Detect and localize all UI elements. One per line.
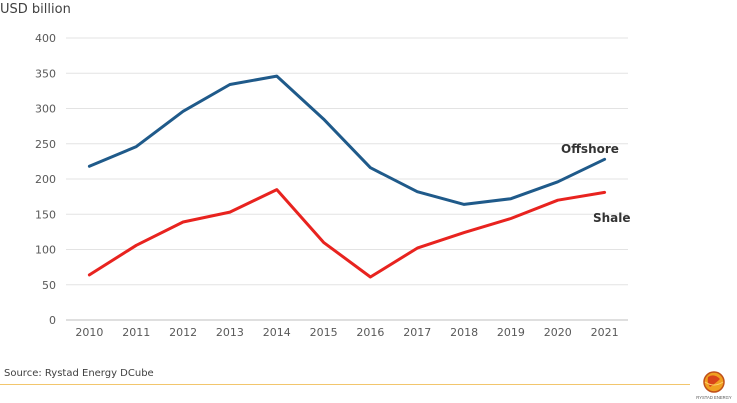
rystad-logo: RYSTAD ENERGY	[696, 371, 732, 400]
y-axis: 0 50 100 150 200 250 300 350 400	[35, 32, 56, 327]
logo-text: RYSTAD ENERGY	[696, 395, 732, 400]
series-line-shale	[87, 188, 607, 279]
rystad-globe-icon	[703, 371, 725, 393]
series-label-shale: Shale	[593, 211, 631, 225]
gridlines	[66, 37, 628, 321]
footer-divider	[0, 384, 690, 385]
y-tick-label: 150	[35, 208, 56, 221]
series-line-offshore	[87, 74, 607, 206]
x-tick-label: 2018	[450, 326, 478, 339]
x-tick-label: 2017	[403, 326, 431, 339]
y-tick-label: 250	[35, 138, 56, 151]
y-tick-label: 100	[35, 244, 56, 257]
x-axis: 2010 2011 2012 2013 2014 2015 2016 2017 2018 2019…	[75, 326, 618, 339]
x-tick-label: 2014	[263, 326, 291, 339]
y-tick-label: 400	[35, 32, 56, 45]
x-tick-label: 2019	[497, 326, 525, 339]
x-tick-label: 2016	[356, 326, 384, 339]
y-tick-label: 300	[35, 103, 56, 116]
x-tick-label: 2012	[169, 326, 197, 339]
x-tick-label: 2020	[544, 326, 572, 339]
line-chart: USD billion 0 50 100 150 200 250 300 350 400 201…	[0, 2, 631, 339]
x-tick-label: 2010	[75, 326, 103, 339]
y-tick-label: 0	[49, 314, 56, 327]
source-note: Source: Rystad Energy DCube	[4, 368, 154, 379]
x-tick-label: 2011	[122, 326, 150, 339]
y-tick-label: 50	[42, 279, 56, 292]
y-tick-label: 200	[35, 173, 56, 186]
series-lines	[87, 74, 607, 279]
unit-label: USD billion	[0, 2, 71, 17]
x-tick-label: 2021	[591, 326, 619, 339]
y-tick-label: 350	[35, 67, 56, 80]
series-label-offshore: Offshore	[561, 142, 619, 156]
x-tick-label: 2015	[310, 326, 338, 339]
x-tick-label: 2013	[216, 326, 244, 339]
